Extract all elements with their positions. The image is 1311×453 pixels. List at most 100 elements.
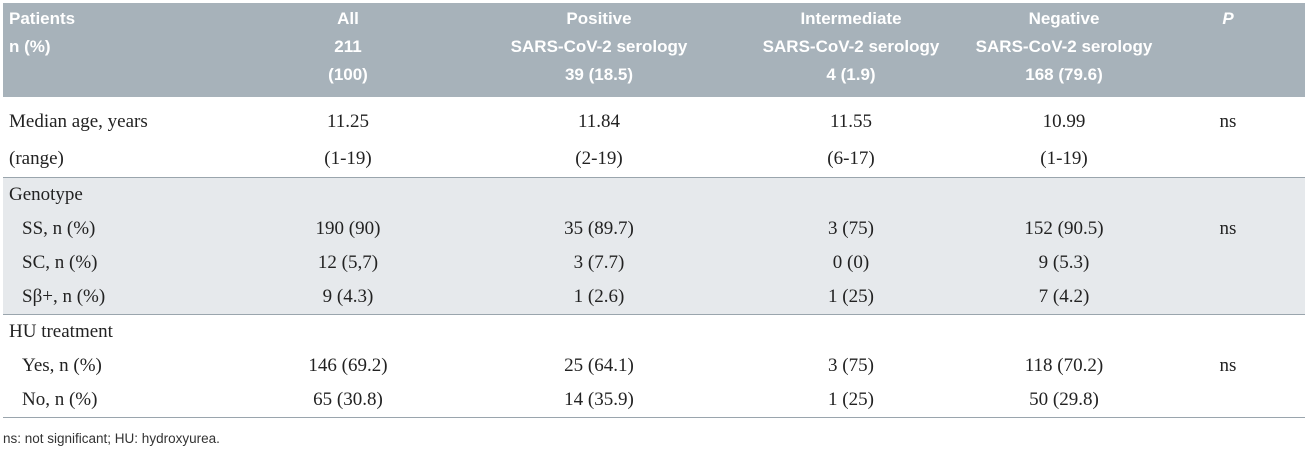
- table-cell: 190 (90): [253, 212, 443, 246]
- table-cell: ns: [1181, 212, 1275, 246]
- table-cell: SS, n (%): [3, 212, 253, 246]
- header-cell: Intermediate SARS-CoV-2 serology 4 (1.9): [755, 3, 947, 100]
- table-cell: [1275, 383, 1305, 418]
- table-cell: 65 (30.8): [313, 389, 383, 410]
- table-cell: 3 (75): [755, 212, 947, 246]
- table-cell: (2-19): [575, 147, 623, 169]
- table-row: (range) (1-19) (2-19) (6-17) (1-19): [3, 140, 1305, 178]
- table-cell: 11.25: [326, 110, 370, 132]
- header-cell: Negative SARS-CoV-2 serology 168 (79.6): [947, 3, 1181, 100]
- table-cell: Sβ+, n (%): [3, 280, 253, 315]
- header-line: Patients: [9, 9, 76, 28]
- header-line: Positive: [566, 9, 632, 28]
- table-cell: ns: [1219, 355, 1237, 376]
- header-cell: P: [1181, 3, 1275, 100]
- header-cell: Positive SARS-CoV-2 serology 39 (18.5): [443, 3, 755, 100]
- table-cell: [947, 177, 1181, 212]
- table-cell: 7 (4.2): [947, 280, 1181, 315]
- header-line: Negative: [1028, 9, 1100, 28]
- table-row: No, n (%) 65 (30.8) 14 (35.9) 1 (25) 50 (29.…: [3, 383, 1305, 418]
- table-cell: 10.99: [1042, 110, 1086, 132]
- data-table: Patients n (%) All 211 (100) Positive SARS-CoV…: [3, 3, 1305, 418]
- table-cell: Genotype: [3, 177, 253, 212]
- table-section: Median age, years 11.25 11.84 11.55 10.99 ns (…: [3, 100, 1305, 178]
- table-cell: [443, 177, 755, 212]
- table-cell: [1275, 177, 1305, 212]
- table-cell: 35 (89.7): [443, 212, 755, 246]
- table-row: SC, n (%) 12 (5,7) 3 (7.7) 0 (0) 9 (5.3): [3, 246, 1305, 280]
- header-line: 4 (1.9): [826, 65, 876, 84]
- table-cell: [1275, 140, 1305, 178]
- table-cell: [755, 177, 947, 212]
- header-line: All: [337, 9, 359, 28]
- table-cell: HU treatment: [9, 321, 113, 342]
- table-cell: 25 (64.1): [564, 355, 634, 376]
- table-cell: [1181, 140, 1275, 178]
- table-cell: 146 (69.2): [308, 355, 388, 376]
- header-cell: [1275, 3, 1305, 100]
- table-cell: Median age, years: [9, 110, 148, 132]
- table-cell: SC, n (%): [3, 246, 253, 280]
- table-row: Yes, n (%) 146 (69.2) 25 (64.1) 3 (75) 118 (…: [3, 349, 1305, 383]
- header-line: 211: [334, 37, 362, 56]
- header-line: n (%): [9, 37, 51, 56]
- table-row: SS, n (%) 190 (90) 35 (89.7) 3 (75) 152 (90.…: [3, 212, 1305, 246]
- table-cell: [1181, 315, 1275, 350]
- table-section: HU treatment Yes, n (%) 146 (69.2) 25 (64.1…: [3, 315, 1305, 418]
- table-row: HU treatment: [3, 315, 1305, 350]
- table-cell: [947, 315, 1181, 350]
- header-line: SARS-CoV-2 serology: [510, 37, 688, 56]
- header-line: 168 (79.6): [1025, 65, 1103, 84]
- table-cell: [1275, 280, 1305, 315]
- table-cell: [1275, 246, 1305, 280]
- footnote: ns: not significant; HU: hydroxyurea.: [3, 431, 220, 446]
- table-cell: 9 (5.3): [947, 246, 1181, 280]
- table-cell: 0 (0): [755, 246, 947, 280]
- table-cell: [253, 177, 443, 212]
- table-cell: 1 (2.6): [443, 280, 755, 315]
- table-cell: [1275, 100, 1305, 140]
- table-cell: [1181, 246, 1275, 280]
- header-line: Intermediate: [800, 9, 902, 28]
- table-cell: [1181, 383, 1275, 418]
- header-cell: Patients n (%): [3, 3, 253, 100]
- table-cell: [1181, 177, 1275, 212]
- header-cell: All 211 (100): [253, 3, 443, 100]
- table-cell: [443, 315, 755, 350]
- table-cell: 11.84: [577, 110, 621, 132]
- table-cell: 14 (35.9): [564, 389, 634, 410]
- header-line: SARS-CoV-2 serology: [762, 37, 940, 56]
- header-line: (100): [328, 65, 368, 84]
- table-cell: [1275, 315, 1305, 350]
- table-cell: 12 (5,7): [253, 246, 443, 280]
- table-cell: 11.55: [829, 110, 873, 132]
- table-cell: No, n (%): [22, 389, 98, 410]
- table-cell: 118 (70.2): [1024, 355, 1104, 376]
- table-row: Genotype: [3, 177, 1305, 212]
- table-cell: [755, 315, 947, 350]
- header-line: SARS-CoV-2 serology: [975, 37, 1153, 56]
- table-cell: [1181, 280, 1275, 315]
- header-line: P: [1222, 9, 1234, 28]
- table-cell: (range): [9, 147, 64, 169]
- table-cell: (1-19): [1040, 147, 1088, 169]
- table-cell: 3 (7.7): [443, 246, 755, 280]
- table-row: Median age, years 11.25 11.84 11.55 10.99 ns: [3, 100, 1305, 140]
- table-cell: [1275, 349, 1305, 383]
- table-section: Genotype SS, n (%) 190 (90) 35 (89.7) 3 (75)…: [3, 177, 1305, 315]
- header-line: 39 (18.5): [564, 65, 634, 84]
- table-cell: (6-17): [827, 147, 875, 169]
- table-row: Sβ+, n (%) 9 (4.3) 1 (2.6) 1 (25) 7 (4.2): [3, 280, 1305, 315]
- table-cell: [1275, 212, 1305, 246]
- table-cell: 9 (4.3): [253, 280, 443, 315]
- table-cell: 152 (90.5): [947, 212, 1181, 246]
- header-row: Patients n (%) All 211 (100) Positive SARS-CoV…: [3, 3, 1305, 100]
- table-cell: 1 (25): [828, 389, 874, 410]
- table-cell: 1 (25): [755, 280, 947, 315]
- table-cell: ns: [1219, 110, 1237, 132]
- table-cell: Yes, n (%): [22, 355, 102, 376]
- table-cell: [253, 315, 443, 350]
- table-cell: (1-19): [324, 147, 372, 169]
- table-cell: 50 (29.8): [1029, 389, 1099, 410]
